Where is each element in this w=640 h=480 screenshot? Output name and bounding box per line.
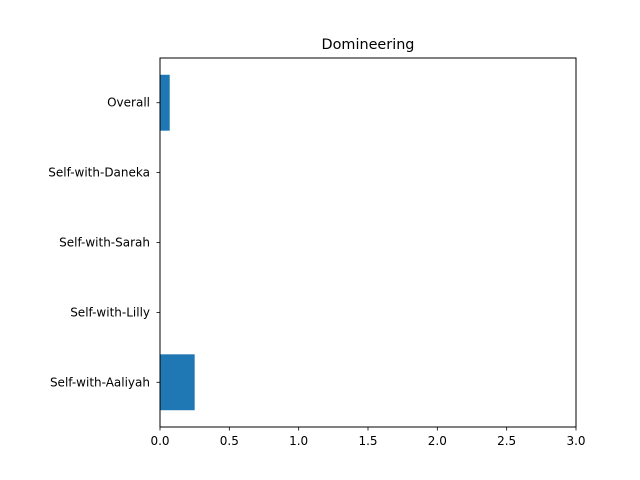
y-tick-label: Self-with-Sarah (59, 236, 150, 250)
x-tick-label: 0.0 (150, 434, 169, 448)
y-tick-label: Overall (107, 96, 150, 110)
y-tick-label: Self-with-Aaliyah (50, 375, 150, 389)
y-tick-label: Self-with-Lilly (70, 305, 150, 319)
x-tick-label: 0.5 (220, 434, 239, 448)
x-tick-label: 2.5 (497, 434, 516, 448)
x-tick-label: 1.0 (289, 434, 308, 448)
x-tick-label: 1.5 (358, 434, 377, 448)
plot-frame (159, 57, 577, 428)
x-tick-label: 3.0 (566, 434, 585, 448)
y-tick-label: Self-with-Daneka (48, 166, 150, 180)
bar-self-with-aaliyah (160, 354, 195, 411)
bar-overall (160, 74, 170, 131)
chart-title: Domineering (322, 37, 415, 53)
x-tick-label: 2.0 (428, 434, 447, 448)
